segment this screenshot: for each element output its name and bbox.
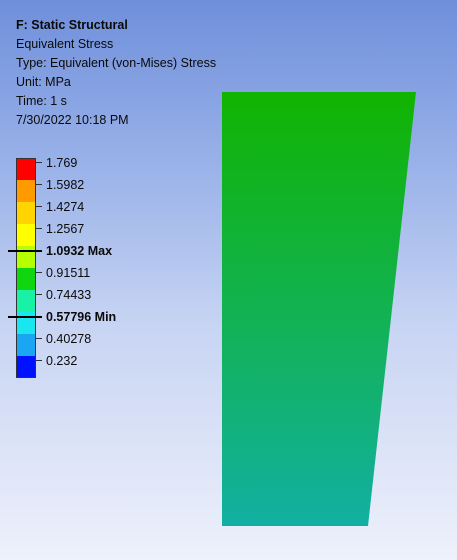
legend-tick <box>36 174 44 196</box>
legend-ticks <box>8 152 44 372</box>
result-name: Equivalent Stress <box>16 37 114 51</box>
model-body[interactable] <box>222 92 416 526</box>
legend-tick <box>36 328 44 350</box>
legend-tick <box>36 218 44 240</box>
legend-tick <box>8 240 44 262</box>
legend-band <box>16 158 36 180</box>
legend-label: 1.4274 <box>46 200 85 214</box>
result-time: Time: 1 s <box>16 94 67 108</box>
result-datetime: 7/30/2022 10:18 PM <box>16 113 129 127</box>
legend-band <box>16 356 36 378</box>
legend-tick <box>36 262 44 284</box>
result-header: F: Static Structural Equivalent Stress T… <box>16 16 216 130</box>
legend-label-min: 0.57796 Min <box>46 310 117 324</box>
legend-label: 1.2567 <box>46 222 85 236</box>
contour-legend[interactable]: 1.769 1.5982 1.4274 1.2567 1.0932 Max 0.… <box>8 152 216 378</box>
legend-band <box>16 202 36 224</box>
legend-labels: 1.769 1.5982 1.4274 1.2567 1.0932 Max 0.… <box>46 152 116 372</box>
legend-tick <box>8 306 44 328</box>
legend-band <box>16 334 36 356</box>
legend-band <box>16 180 36 202</box>
result-type: Type: Equivalent (von-Mises) Stress <box>16 56 217 70</box>
legend-label: 1.769 <box>46 156 78 170</box>
legend-band <box>16 268 36 290</box>
legend-tick <box>36 350 44 372</box>
legend-tick <box>36 196 44 218</box>
legend-label: 0.232 <box>46 354 78 368</box>
legend-label-max: 1.0932 Max <box>46 244 113 258</box>
result-unit: Unit: MPa <box>16 75 71 89</box>
legend-label: 0.91511 <box>46 266 91 280</box>
legend-band <box>16 290 36 312</box>
analysis-title: F: Static Structural <box>16 18 128 32</box>
legend-tick <box>36 152 44 174</box>
legend-band <box>16 224 36 246</box>
legend-label: 0.40278 <box>46 332 92 346</box>
legend-tick <box>36 284 44 306</box>
legend-label: 1.5982 <box>46 178 85 192</box>
legend-label: 0.74433 <box>46 288 92 302</box>
